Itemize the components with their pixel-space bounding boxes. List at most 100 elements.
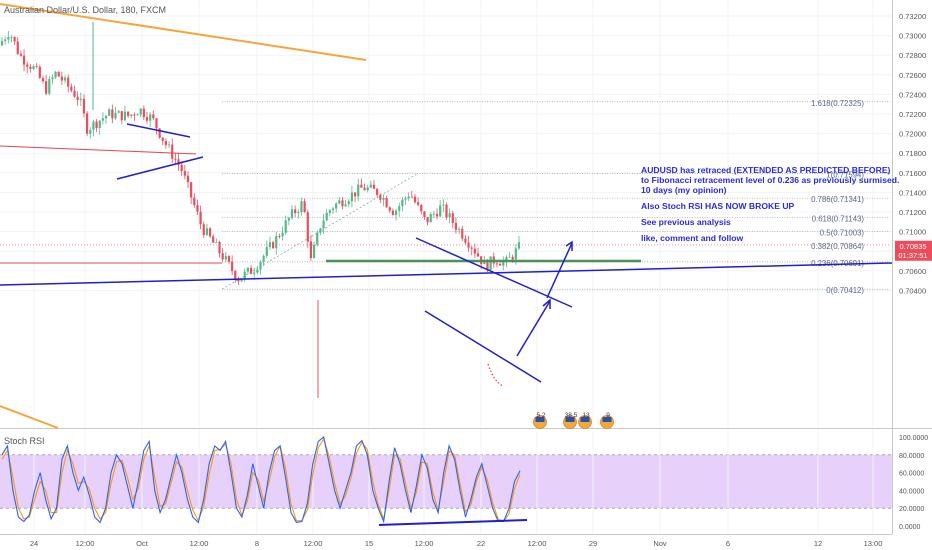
price-tick-label: 0.71200	[899, 208, 926, 217]
candle-body	[353, 192, 357, 197]
fib-level-label: 0.618(0.71143)	[812, 215, 865, 224]
candle-body	[92, 121, 95, 130]
last-price-label: 0.70835	[899, 242, 926, 251]
candle-body	[111, 109, 114, 119]
event-flag-canton	[602, 417, 612, 422]
candle-body	[256, 269, 259, 273]
candle-body	[4, 39, 7, 42]
candle-body	[101, 118, 104, 121]
economic-events[interactable]: 5 2 38 5 13 9	[533, 412, 614, 429]
symbol-title: Australian Dollar/U.S. Dollar, 180, FXCM	[4, 5, 167, 15]
candle-body	[369, 184, 372, 188]
last-price-badge	[895, 240, 932, 261]
candle-body	[281, 232, 284, 237]
fib-level-label: 1.618(0.72325)	[811, 99, 864, 108]
event-flag-icon[interactable]	[578, 415, 592, 429]
fib-level-label: 0.236(0.70691)	[811, 259, 864, 268]
candle-body	[38, 66, 41, 78]
candle-body	[29, 66, 32, 69]
stoch-k-line	[1, 436, 521, 524]
price-tick-label: 0.72400	[899, 90, 926, 99]
note-line-2: to Fibonacci retracement level of 0.236 …	[641, 175, 900, 185]
rsi-tick-label: 40.0000	[899, 488, 924, 495]
candle-body	[262, 255, 265, 262]
price-axis[interactable]: 0.73200 0.73000 0.72800 0.72600 0.72400 0.722…	[895, 12, 932, 295]
candle-body	[136, 114, 139, 116]
candle-body	[199, 211, 202, 225]
time-tick-label: 13:00	[864, 539, 883, 548]
candle-body	[404, 198, 407, 200]
candle-body	[432, 213, 435, 215]
candle-body	[126, 111, 130, 116]
candle-body	[470, 247, 473, 249]
candle-body	[67, 77, 70, 87]
candle-body	[253, 272, 256, 274]
candle-body	[180, 164, 183, 172]
candle-body	[394, 210, 398, 215]
candle-body	[461, 228, 464, 239]
candle-body	[41, 77, 45, 82]
candle-body	[0, 41, 4, 46]
price-tick-label: 0.71600	[899, 169, 926, 178]
red-trendline	[0, 145, 197, 155]
candle-body	[338, 200, 341, 204]
candle-body	[391, 210, 395, 215]
candle-body	[388, 207, 391, 211]
time-tick-label: 22	[477, 539, 485, 548]
price-tick-label: 0.71400	[899, 188, 926, 197]
candle-body	[429, 214, 432, 223]
candle-body	[114, 112, 117, 119]
candle-body	[376, 188, 379, 195]
event-count-label: 13	[582, 412, 590, 419]
bar-countdown-label: 01:37:51	[898, 251, 927, 260]
candle-body	[495, 263, 499, 265]
rsi-tick-label: 60.0000	[899, 471, 924, 478]
candle-body	[221, 253, 224, 260]
candle-body	[448, 213, 451, 218]
candle-body	[120, 111, 123, 121]
candle-body	[312, 244, 316, 259]
candle-body	[26, 64, 29, 67]
candle-body	[439, 205, 442, 217]
analysis-note: AUDUSD has retraced (EXTENDED AS PREDICT…	[641, 165, 911, 243]
candle-body	[89, 129, 92, 134]
candle-body	[45, 81, 48, 94]
candle-body	[517, 242, 521, 249]
projection-arrow-1	[516, 300, 551, 357]
candle-body	[451, 213, 454, 223]
time-axis[interactable]: 24 12:00 Oct 12:00 8 12:00 15 12:00 22 12:00 29 Nov…	[0, 534, 892, 549]
candle-body	[322, 220, 325, 229]
event-flag-icon[interactable]	[533, 415, 547, 429]
channel-top-line	[415, 237, 573, 308]
candle-body	[268, 242, 272, 248]
event-flag-icon[interactable]	[563, 415, 577, 429]
candle-body	[218, 242, 221, 254]
candle-body	[35, 66, 38, 68]
candle-body	[70, 86, 73, 91]
candle-body	[142, 108, 145, 118]
fib-level-label: 1(0.71594)	[826, 170, 864, 179]
candle-body	[193, 197, 196, 206]
event-flag-icon[interactable]	[600, 415, 614, 429]
rsi-tick-label: 0.0000	[899, 524, 921, 531]
note-line-1: AUDUSD has retraced (EXTENDED AS PREDICT…	[641, 165, 891, 175]
candle-body	[7, 36, 10, 40]
rsi-trendline	[378, 519, 528, 526]
fibonacci-retracement: 1.618(0.72325) 1(0.71594) 0.786(0.71341) 0.…	[0, 99, 890, 295]
candle-body	[505, 257, 508, 262]
candle-body	[79, 98, 82, 100]
candle-body	[57, 71, 60, 77]
candle-body	[514, 248, 517, 260]
note-line-5: See previous analysis	[641, 217, 731, 227]
candle-body	[231, 261, 234, 271]
candle-body	[309, 241, 313, 259]
candle-body	[177, 159, 180, 165]
price-tick-label: 0.72200	[899, 110, 926, 119]
candle-body	[186, 175, 190, 183]
candle-body	[423, 211, 426, 217]
candle-body	[467, 242, 470, 248]
candle-body	[486, 260, 489, 271]
time-tick-label: 12:00	[76, 539, 95, 548]
candle-body	[426, 216, 429, 223]
